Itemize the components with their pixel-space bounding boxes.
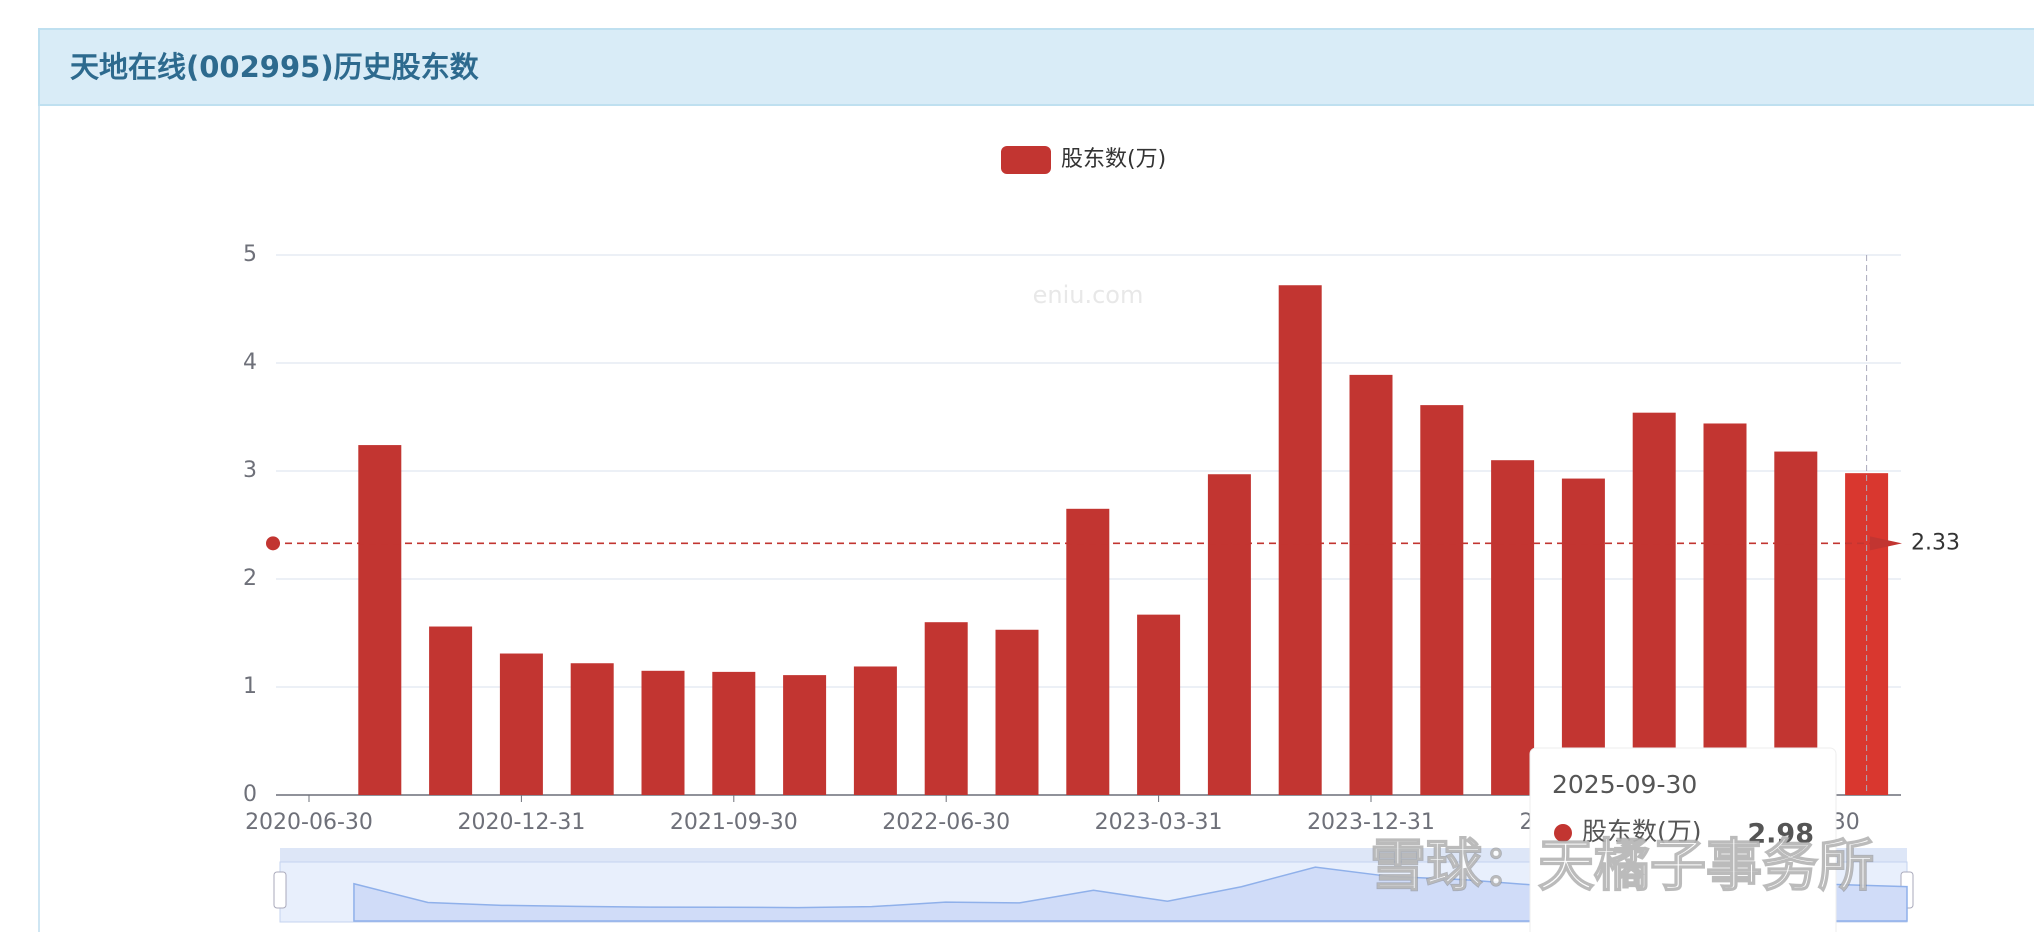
bar <box>712 671 756 795</box>
x-tick-label: 2021-09-30 <box>670 810 798 835</box>
bar <box>1207 474 1251 795</box>
bar <box>1703 423 1747 795</box>
average-label: 2.33 <box>1911 530 1960 555</box>
zoom-handle[interactable] <box>273 871 287 909</box>
bar <box>1278 285 1322 795</box>
y-tick-label: 0 <box>243 782 257 807</box>
bar <box>1774 451 1818 795</box>
title: 天地在线(002995)历史股东数 <box>70 50 480 84</box>
tooltip-dot <box>1554 824 1572 842</box>
bar <box>570 663 614 795</box>
x-tick-label: 2020-06-30 <box>245 810 373 835</box>
y-tick-label: 5 <box>243 242 257 267</box>
bar <box>1561 478 1605 795</box>
bar <box>641 670 685 795</box>
bar <box>1137 614 1181 795</box>
bar <box>1632 412 1676 795</box>
tooltip-date: 2025-09-30 <box>1552 770 1697 799</box>
zoom-handle-bar[interactable] <box>280 848 1907 862</box>
tooltip-box <box>1529 747 1837 932</box>
tooltip-value: 2.98 <box>1747 819 1814 850</box>
bar <box>1491 460 1535 795</box>
bar <box>783 675 827 795</box>
bar <box>429 626 473 795</box>
watermark: eniu.com <box>1033 281 1144 309</box>
x-tick-label: 2022-06-30 <box>882 810 1010 835</box>
y-tick-label: 4 <box>243 350 257 375</box>
bar <box>1066 508 1110 795</box>
average-arrow <box>1870 536 1902 551</box>
bar <box>1420 405 1464 795</box>
bar <box>358 445 402 795</box>
tooltip: 2025-09-30 股东数(万) 2.98 <box>1529 747 1837 932</box>
legend-label[interactable]: 股东数(万) <box>1061 147 1166 172</box>
legend-swatch[interactable] <box>1001 146 1051 174</box>
bar <box>995 629 1039 795</box>
x-tick-label: 2023-12-31 <box>1307 810 1435 835</box>
bar <box>1349 374 1393 795</box>
y-tick-label: 3 <box>243 458 257 483</box>
y-tick-label: 1 <box>243 674 257 699</box>
tooltip-name: 股东数(万) <box>1582 817 1702 846</box>
bar <box>853 666 897 795</box>
x-tick-label: 2020-12-31 <box>457 810 585 835</box>
x-tick-label: 2023-03-31 <box>1095 810 1223 835</box>
bar <box>499 653 543 795</box>
y-tick-label: 2 <box>243 566 257 591</box>
footer-watermark: 雪球：天橘子事务所 <box>1370 834 1874 899</box>
average-start <box>266 536 280 551</box>
panel-header <box>38 28 2034 106</box>
plot: 0 1 2 3 4 5 2020-06-30 2020-12-31 2021-09-30 2022… <box>243 242 1960 835</box>
bar <box>924 622 968 795</box>
